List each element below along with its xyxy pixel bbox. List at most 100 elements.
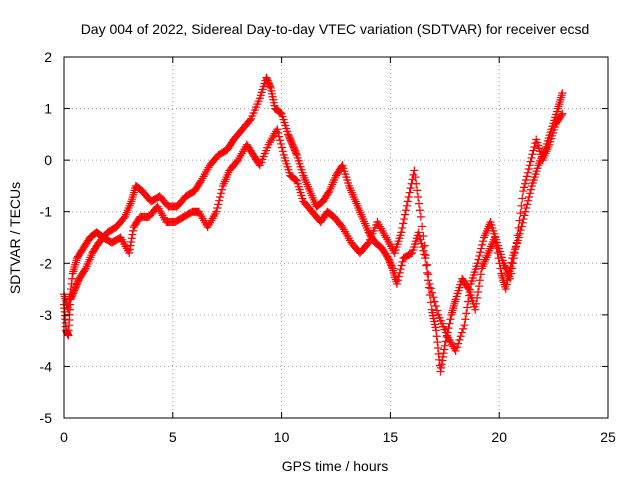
data-point	[474, 255, 483, 264]
data-point	[496, 264, 505, 273]
data-point	[266, 82, 275, 91]
data-point	[527, 153, 536, 162]
data-point	[522, 204, 531, 213]
data-point	[399, 219, 408, 228]
data-point	[414, 228, 423, 237]
x-axis-label: GPS time / hours	[282, 458, 389, 474]
data-point	[437, 360, 446, 369]
series-2	[60, 109, 567, 355]
data-point	[216, 192, 225, 201]
data-point	[521, 179, 530, 188]
data-point	[512, 238, 521, 247]
data-point	[127, 237, 136, 246]
data-point	[401, 206, 410, 215]
data-point	[474, 282, 483, 291]
data-point	[521, 207, 530, 216]
data-point	[418, 222, 427, 231]
data-point	[397, 261, 406, 270]
data-point	[432, 326, 441, 335]
data-point	[421, 251, 430, 260]
data-point	[557, 111, 566, 120]
data-point	[406, 184, 415, 193]
data-point	[525, 161, 534, 170]
data-point	[526, 157, 535, 166]
data-point	[426, 284, 435, 293]
data-point	[507, 269, 516, 278]
data-point	[400, 215, 409, 224]
x-tick-label: 15	[383, 429, 399, 445]
data-point	[501, 285, 510, 294]
data-point	[277, 143, 286, 152]
x-tick-label: 20	[491, 429, 507, 445]
series-layer	[60, 73, 567, 376]
y-tick-label: 0	[44, 152, 52, 168]
data-point	[424, 283, 433, 292]
data-point	[125, 248, 134, 257]
data-point	[440, 341, 449, 350]
data-point	[396, 265, 405, 274]
data-point	[461, 315, 470, 324]
data-point	[398, 223, 407, 232]
data-point	[387, 262, 396, 271]
data-point	[66, 285, 75, 294]
data-point	[436, 367, 445, 376]
plot-frame	[63, 56, 609, 419]
data-point	[476, 248, 485, 257]
data-point	[392, 279, 401, 288]
data-point	[419, 232, 428, 241]
data-point	[523, 168, 532, 177]
data-point	[420, 241, 429, 250]
data-point	[363, 240, 372, 249]
data-point	[404, 192, 413, 201]
data-point	[519, 215, 528, 224]
x-tick-label: 5	[169, 429, 177, 445]
data-point	[403, 197, 412, 206]
data-point	[434, 349, 443, 358]
x-tick-label: 25	[600, 429, 616, 445]
data-point	[517, 201, 526, 210]
data-point	[528, 150, 537, 159]
data-point	[451, 346, 460, 355]
data-point	[521, 176, 530, 185]
data-point	[215, 196, 224, 205]
data-point	[502, 280, 511, 289]
data-point	[414, 199, 423, 208]
data-point	[475, 251, 484, 260]
data-point	[125, 245, 134, 254]
data-point	[65, 295, 74, 304]
data-point	[276, 139, 285, 148]
data-point	[522, 172, 531, 181]
y-axis-label: SDTVAR / TECUs	[7, 182, 23, 294]
data-point	[433, 338, 442, 347]
data-point	[514, 223, 523, 232]
data-point	[419, 246, 428, 255]
data-point	[275, 132, 284, 141]
data-point	[80, 265, 89, 274]
data-point	[412, 179, 421, 188]
data-point	[452, 343, 461, 352]
data-point	[519, 187, 528, 196]
data-point	[393, 276, 402, 285]
data-point	[476, 270, 485, 279]
data-point	[416, 212, 425, 221]
data-point	[472, 299, 481, 308]
data-point	[463, 303, 472, 312]
data-point	[431, 302, 440, 311]
data-point	[460, 321, 469, 330]
data-point	[465, 285, 474, 294]
data-point	[276, 136, 285, 145]
data-point	[401, 210, 410, 219]
data-point	[471, 305, 480, 314]
series-1	[60, 73, 567, 376]
data-point	[245, 116, 254, 125]
data-point	[217, 185, 226, 194]
data-point	[473, 259, 482, 268]
data-point	[278, 147, 287, 156]
data-point	[213, 204, 222, 213]
data-point	[424, 270, 433, 279]
data-point	[413, 186, 422, 195]
data-point	[455, 335, 464, 344]
data-point	[478, 240, 487, 249]
data-point	[439, 349, 448, 358]
data-point	[422, 261, 431, 270]
